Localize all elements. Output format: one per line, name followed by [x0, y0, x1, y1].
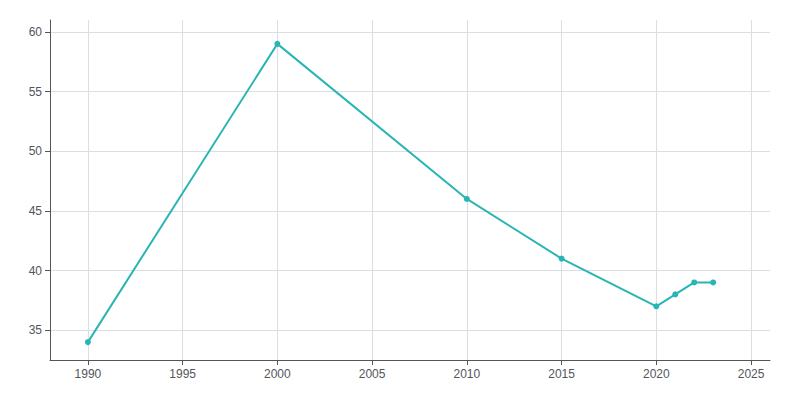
svg-text:1995: 1995 — [169, 367, 196, 381]
svg-text:50: 50 — [29, 144, 43, 158]
svg-text:2005: 2005 — [359, 367, 386, 381]
svg-text:45: 45 — [29, 204, 43, 218]
svg-text:2020: 2020 — [643, 367, 670, 381]
svg-text:2015: 2015 — [548, 367, 575, 381]
svg-text:55: 55 — [29, 85, 43, 99]
svg-text:35: 35 — [29, 323, 43, 337]
svg-text:1990: 1990 — [75, 367, 102, 381]
svg-text:2010: 2010 — [453, 367, 480, 381]
svg-text:40: 40 — [29, 264, 43, 278]
svg-text:2000: 2000 — [264, 367, 291, 381]
svg-text:60: 60 — [29, 25, 43, 39]
svg-text:2025: 2025 — [738, 367, 765, 381]
